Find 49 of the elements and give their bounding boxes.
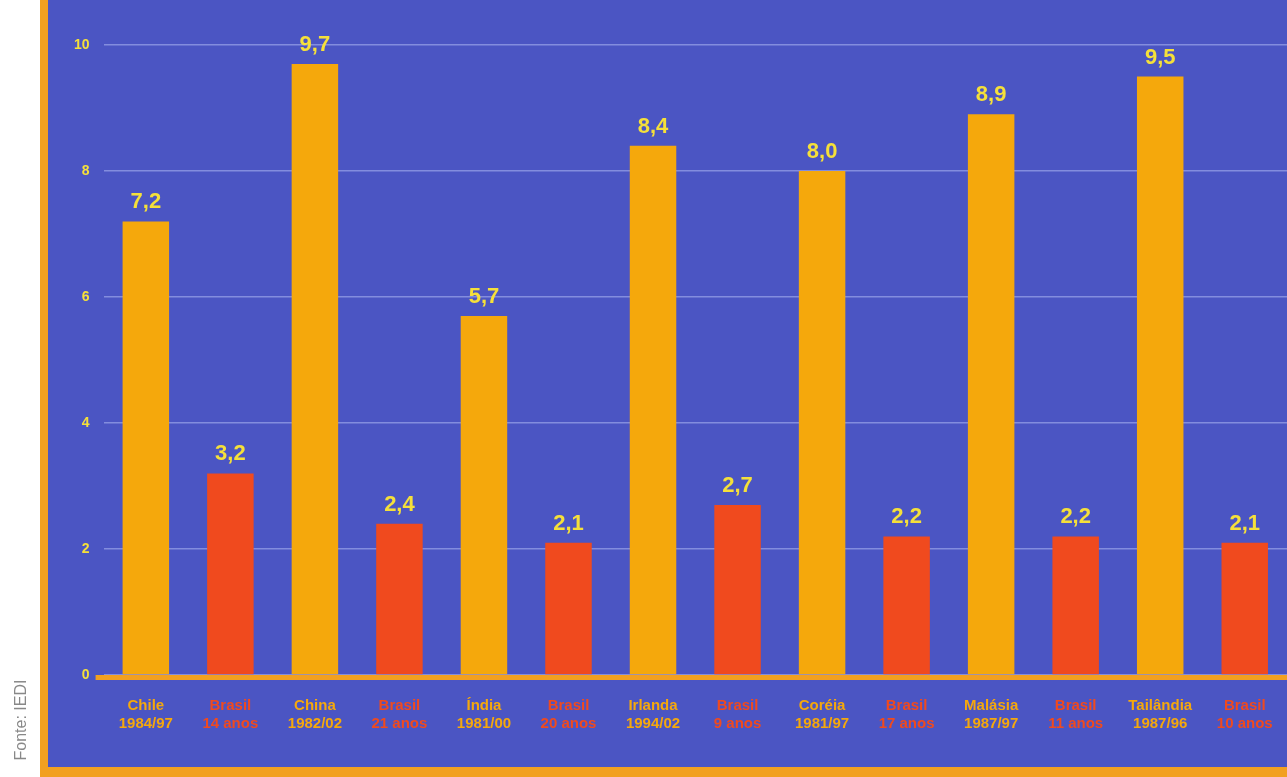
bar (629, 145, 677, 675)
bar (122, 221, 170, 675)
x-tick-label: Coréia 1981/97 (794, 696, 850, 732)
x-tick-label: Irlanda 1994/02 (625, 696, 681, 732)
data-label: 8,0 (806, 138, 838, 164)
x-tick-label: Brasil 14 anos (202, 696, 259, 732)
x-tick-label: Brasil 21 anos (371, 696, 428, 732)
y-tick-label: 2 (81, 539, 90, 556)
x-tick-label: China 1982/02 (287, 696, 343, 732)
x-tick-label: Índia 1981/00 (456, 696, 512, 732)
data-label: 8,9 (975, 81, 1007, 107)
x-tick-label: Brasil 11 anos (1048, 696, 1104, 732)
bar (714, 504, 761, 675)
data-label: 2,4 (384, 490, 416, 516)
data-label: 2,1 (1229, 509, 1261, 535)
bar (1136, 76, 1184, 675)
data-label: 2,7 (722, 471, 753, 497)
data-label: 2,2 (1060, 503, 1091, 529)
y-tick-label: 6 (81, 287, 90, 304)
bar (883, 536, 930, 675)
data-label: 2,1 (553, 509, 584, 535)
bar (207, 473, 254, 675)
x-tick-label: Brasil 9 anos (713, 696, 762, 732)
bar (545, 542, 592, 675)
bar (376, 523, 423, 675)
data-label: 3,2 (215, 440, 246, 466)
y-tick-label: 8 (81, 161, 90, 178)
bar (1221, 542, 1268, 675)
data-label: 2,2 (891, 503, 922, 529)
x-tick-label: Brasil 17 anos (878, 696, 935, 732)
x-tick-label: Brasil 20 anos (540, 696, 597, 732)
data-label: 7,2 (130, 188, 162, 214)
data-label: 9,7 (299, 30, 331, 56)
y-tick-label: 0 (81, 665, 90, 682)
bar (967, 114, 1015, 675)
x-tick-label: Malásia 1987/97 (964, 696, 1019, 732)
data-label: 9,5 (1144, 43, 1176, 69)
x-tick-label: Chile 1984/97 (118, 696, 173, 732)
y-tick-label: 10 (73, 35, 90, 52)
data-label: 8,4 (637, 112, 670, 138)
source-note: Fonte: IEDI (12, 679, 30, 761)
bar (460, 315, 508, 675)
bar (798, 171, 846, 675)
data-label: 5,7 (468, 282, 500, 308)
x-tick-label: Brasil 10 anos (1216, 696, 1273, 732)
bar (291, 63, 339, 675)
bar (1052, 536, 1099, 675)
y-tick-label: 4 (81, 413, 90, 430)
x-tick-label: Tailândia 1987/96 (1128, 696, 1193, 732)
